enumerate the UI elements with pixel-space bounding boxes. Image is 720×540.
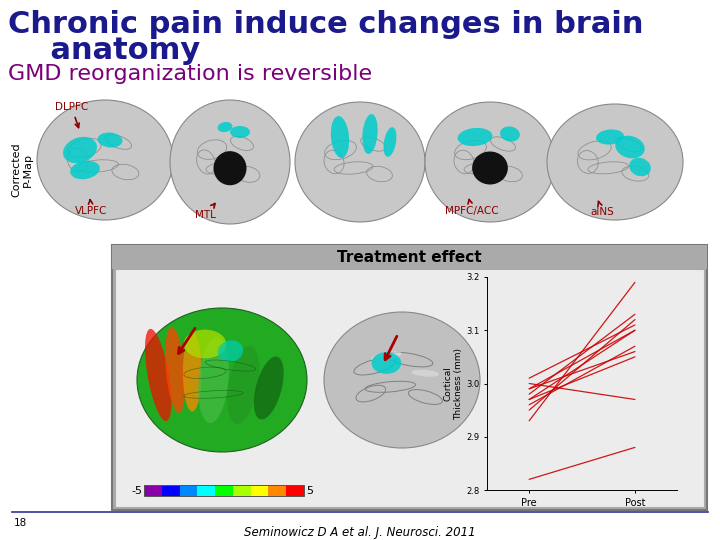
Text: GMD reorganization is reversible: GMD reorganization is reversible bbox=[8, 64, 372, 84]
Ellipse shape bbox=[184, 329, 226, 359]
Ellipse shape bbox=[384, 127, 397, 157]
Text: aINS: aINS bbox=[590, 201, 613, 217]
Ellipse shape bbox=[198, 337, 229, 423]
Ellipse shape bbox=[70, 161, 100, 179]
Bar bbox=[287, 485, 304, 496]
Ellipse shape bbox=[372, 352, 401, 374]
Bar bbox=[197, 485, 215, 496]
Ellipse shape bbox=[227, 346, 259, 424]
Bar bbox=[162, 485, 179, 496]
Text: anatomy: anatomy bbox=[8, 36, 200, 65]
Ellipse shape bbox=[37, 100, 173, 220]
Ellipse shape bbox=[425, 102, 555, 222]
Ellipse shape bbox=[145, 329, 171, 421]
Bar bbox=[112, 245, 707, 510]
Ellipse shape bbox=[472, 152, 508, 185]
Ellipse shape bbox=[254, 356, 284, 420]
Text: Corrected
P-Map: Corrected P-Map bbox=[12, 143, 33, 197]
Ellipse shape bbox=[615, 136, 645, 158]
Ellipse shape bbox=[547, 104, 683, 220]
Ellipse shape bbox=[230, 126, 250, 138]
Text: 5: 5 bbox=[306, 485, 313, 496]
Ellipse shape bbox=[170, 100, 290, 224]
Bar bbox=[144, 485, 304, 496]
Bar bbox=[144, 485, 162, 496]
Y-axis label: Cortical
Thickness (mm): Cortical Thickness (mm) bbox=[444, 348, 463, 420]
Bar bbox=[215, 485, 233, 496]
Ellipse shape bbox=[137, 308, 307, 452]
Ellipse shape bbox=[457, 128, 492, 146]
Text: Chronic pain induce changes in brain: Chronic pain induce changes in brain bbox=[8, 10, 644, 39]
Text: -5: -5 bbox=[131, 485, 142, 496]
Ellipse shape bbox=[412, 369, 439, 377]
Text: DLPFC: DLPFC bbox=[55, 102, 89, 127]
Bar bbox=[233, 485, 251, 496]
Ellipse shape bbox=[97, 132, 122, 147]
Ellipse shape bbox=[331, 116, 349, 158]
Ellipse shape bbox=[217, 122, 233, 132]
Text: Treatment effect: Treatment effect bbox=[337, 249, 482, 265]
Ellipse shape bbox=[183, 333, 202, 411]
Ellipse shape bbox=[324, 312, 480, 448]
Ellipse shape bbox=[218, 340, 243, 362]
Ellipse shape bbox=[596, 130, 624, 145]
Ellipse shape bbox=[295, 102, 425, 222]
Ellipse shape bbox=[63, 137, 97, 163]
Ellipse shape bbox=[629, 158, 651, 176]
Text: 18: 18 bbox=[14, 518, 27, 528]
Bar bbox=[269, 485, 287, 496]
Bar bbox=[251, 485, 269, 496]
Bar bbox=[179, 485, 197, 496]
Text: Seminowicz D A et al. J. Neurosci. 2011: Seminowicz D A et al. J. Neurosci. 2011 bbox=[244, 526, 476, 539]
Ellipse shape bbox=[371, 352, 402, 361]
Ellipse shape bbox=[500, 126, 520, 141]
Ellipse shape bbox=[165, 327, 185, 413]
Text: VLPFC: VLPFC bbox=[75, 200, 107, 216]
Bar bbox=[112, 245, 707, 269]
Text: MTL: MTL bbox=[195, 204, 216, 220]
Ellipse shape bbox=[362, 114, 378, 154]
Bar bbox=[115, 269, 704, 507]
Text: MPFC/ACC: MPFC/ACC bbox=[445, 199, 499, 216]
Ellipse shape bbox=[214, 151, 246, 185]
